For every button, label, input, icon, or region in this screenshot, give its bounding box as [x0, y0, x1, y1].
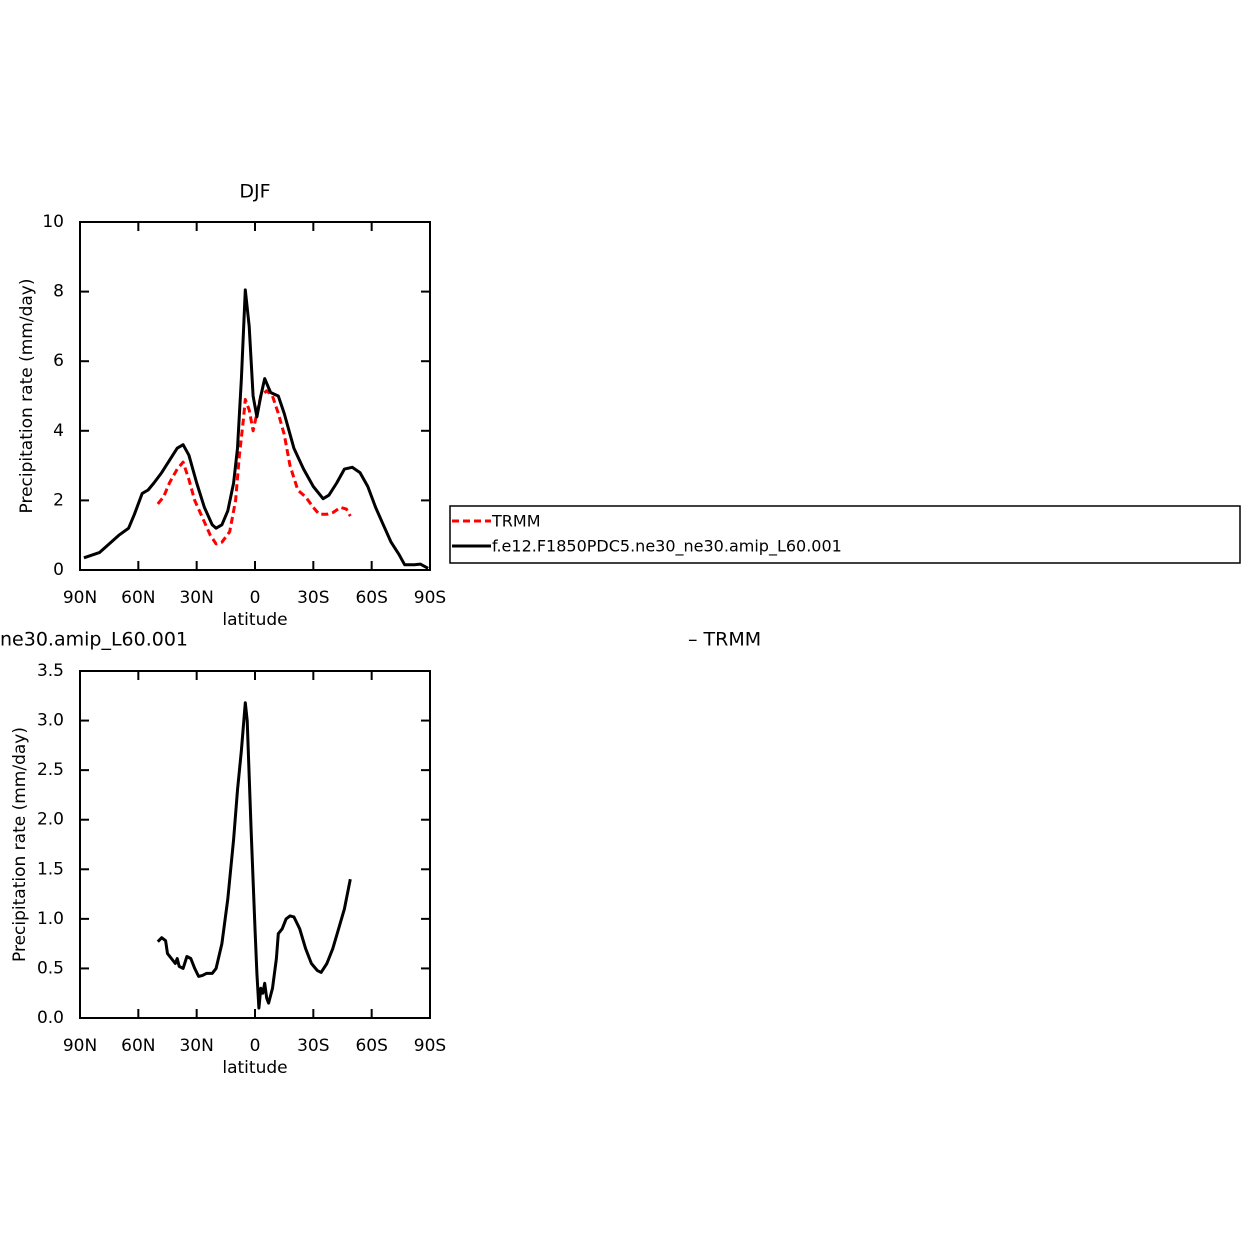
left-string: ne30.amip_L60.001 — [0, 629, 188, 651]
x-tick-label: 60N — [121, 588, 155, 608]
legend-label: f.e12.F1850PDC5.ne30_ne30.amip_L60.001 — [492, 537, 842, 557]
y-axis-label: Precipitation rate (mm/day) — [17, 279, 37, 514]
y-tick-label: 3.0 — [37, 711, 64, 731]
x-tick-label: 0 — [250, 1036, 261, 1056]
data-line — [156, 701, 352, 1010]
x-tick-label: 60S — [355, 588, 387, 608]
x-tick-label: 30S — [297, 1036, 329, 1056]
x-tick-label: 30S — [297, 588, 329, 608]
x-axis-label: latitude — [222, 1058, 287, 1078]
y-axis-label: Precipitation rate (mm/day) — [10, 727, 30, 962]
x-tick-label: 90N — [63, 1036, 97, 1056]
x-tick-label: 0 — [250, 588, 261, 608]
y-tick-label: 1.0 — [37, 909, 64, 929]
x-tick-label: 60S — [355, 1036, 387, 1056]
x-tick-label: 30N — [179, 1036, 213, 1056]
chart-title: DJF — [239, 181, 270, 203]
x-tick-label: 90S — [414, 1036, 446, 1056]
y-tick-label: 2.5 — [37, 760, 64, 780]
y-tick-label: 2.0 — [37, 810, 64, 830]
y-tick-label: 0 — [53, 560, 64, 580]
y-tick-label: 0.5 — [37, 958, 64, 978]
x-tick-label: 60N — [121, 1036, 155, 1056]
legend-box — [449, 505, 1241, 564]
right-string: – TRMM — [688, 629, 761, 651]
y-tick-label: 4 — [53, 421, 64, 441]
x-axis-label: latitude — [222, 610, 287, 630]
data-line — [83, 288, 429, 570]
x-tick-label: 90N — [63, 588, 97, 608]
x-tick-label: 30N — [179, 588, 213, 608]
data-line — [156, 389, 352, 546]
y-tick-label: 3.5 — [37, 661, 64, 681]
y-tick-label: 2 — [53, 490, 64, 510]
plot-frame — [79, 670, 431, 1019]
y-tick-label: 6 — [53, 351, 64, 371]
y-tick-label: 10 — [42, 212, 64, 232]
y-tick-label: 0.0 — [37, 1008, 64, 1028]
y-tick-label: 8 — [53, 282, 64, 302]
y-tick-label: 1.5 — [37, 859, 64, 879]
legend-label: TRMM — [491, 512, 541, 531]
x-tick-label: 90S — [414, 588, 446, 608]
